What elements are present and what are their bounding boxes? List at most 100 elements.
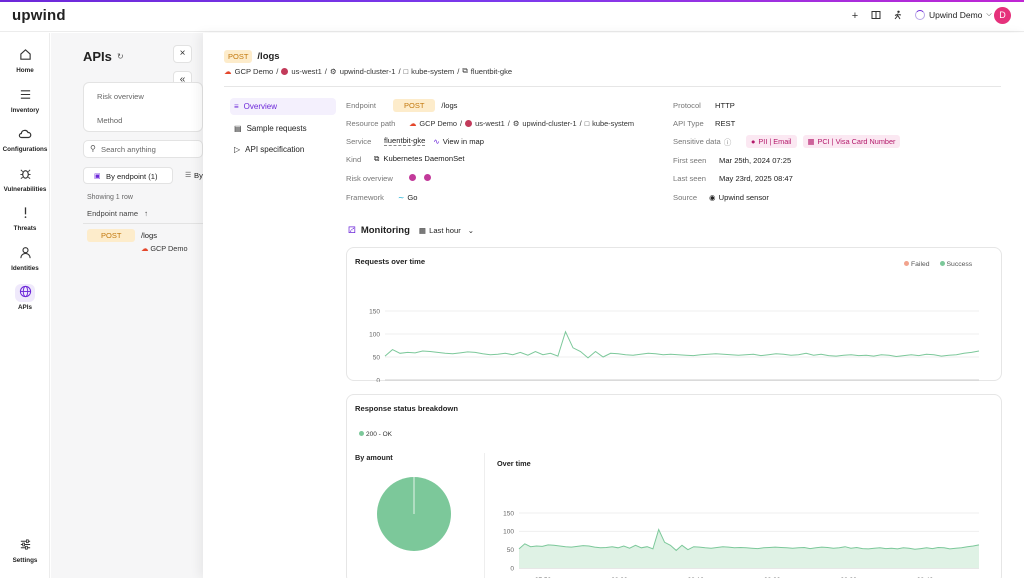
top-bar: upwind + Upwind Demo ⌵ D [0, 0, 1024, 32]
path-item[interactable]: us-west1 [475, 119, 505, 128]
framework-value: ∼ Go [398, 193, 418, 202]
breadcrumb-item[interactable]: upwind-cluster-1 [339, 66, 396, 76]
home-icon [19, 49, 31, 60]
sensitive-data-label: Sensitive data ⓘ [673, 137, 731, 148]
document-icon: ▤ [234, 124, 242, 133]
filter-risk-overview[interactable]: Risk overview [97, 92, 144, 101]
walking-person-icon[interactable] [892, 10, 904, 22]
y-tick-label: 100 [503, 529, 514, 536]
user-avatar[interactable]: D [994, 7, 1011, 24]
gcp-icon: ☁ [409, 119, 417, 128]
breadcrumb-item[interactable]: GCP Demo [234, 66, 274, 76]
tag-label: PII | Email [758, 137, 792, 146]
divider [83, 223, 203, 224]
first-seen-label: First seen [673, 156, 707, 165]
close-icon[interactable]: × [173, 45, 192, 63]
plus-icon[interactable]: + [851, 10, 859, 22]
y-tick-label: 150 [503, 510, 514, 517]
time-range-select[interactable]: ▦ Last hour ⌄ [419, 226, 474, 235]
path-item[interactable]: kube-system [592, 119, 635, 128]
path-separator: / [507, 119, 510, 128]
chevron-down-icon: ⌄ [467, 226, 475, 235]
view-in-map-link[interactable]: ∿ View in map [433, 137, 484, 146]
search-input[interactable]: ⚲ Search anything [83, 140, 203, 158]
api-type-label: API Type [673, 119, 704, 128]
tab-by-endpoint[interactable]: ▣ By endpoint (1) [83, 167, 173, 184]
flag-icon [281, 67, 289, 75]
sidebar-item-label: Home [16, 67, 34, 74]
endpoint-tab-icon: ▣ [94, 173, 101, 180]
y-tick-label: 0 [376, 377, 380, 382]
menu-label: Sample requests [246, 124, 307, 133]
sidebar-item-home[interactable]: Home [0, 47, 50, 74]
column-header-endpoint[interactable]: Endpoint name ↑ [87, 209, 148, 218]
sidebar-item-inventory[interactable]: Inventory [0, 87, 50, 114]
sort-arrow-icon: ↑ [144, 209, 149, 218]
breadcrumb-separator: / [398, 66, 401, 76]
path-item[interactable]: upwind-cluster-1 [522, 119, 577, 128]
legend-item-success[interactable]: Success [939, 261, 972, 268]
table-row[interactable]: POST /logs ☁ GCP Demo [87, 229, 203, 257]
spec-icon: ▷ [234, 145, 241, 154]
breadcrumb-item[interactable]: kube-system [411, 66, 455, 76]
chevron-down-icon: ⌵ [986, 11, 992, 18]
by-amount-title: By amount [355, 453, 393, 462]
sidebar-item-threats[interactable]: Threats [0, 205, 50, 232]
chart-title: Response status breakdown [355, 404, 458, 413]
info-icon[interactable]: ⓘ [723, 138, 732, 147]
sidebar-item-label: Settings [12, 557, 38, 564]
bug-risk-icon[interactable] [424, 174, 431, 181]
filter-method[interactable]: Method [97, 116, 123, 125]
sidebar-item-label: APIs [18, 304, 32, 311]
book-icon[interactable] [870, 10, 882, 22]
person-icon: ● [751, 137, 756, 146]
legend-item-200[interactable]: 200 - OK [359, 431, 392, 438]
legend-item-failed[interactable]: Failed [904, 261, 930, 268]
time-range-value: Last hour [429, 226, 461, 235]
sidebar-item-vulnerabilities[interactable]: Vulnerabilities [0, 166, 50, 193]
sidebar-item-label: Threats [13, 225, 37, 232]
bug-icon [19, 169, 31, 179]
sidebar-item-identities[interactable]: Identities [0, 245, 50, 272]
refresh-icon[interactable]: ↻ [117, 52, 124, 61]
detail-title: /logs [257, 51, 280, 62]
menu-overview[interactable]: ≡ Overview [230, 98, 336, 115]
endpoint-path: /logs [141, 231, 158, 240]
search-placeholder: Search anything [101, 145, 156, 154]
method-badge: POST [224, 50, 253, 63]
menu-sample-requests[interactable]: ▤ Sample requests [230, 120, 336, 137]
menu-api-specification[interactable]: ▷ API specification [230, 141, 336, 158]
org-switcher[interactable]: Upwind Demo ⌵ [915, 10, 992, 20]
over-time-title: Over time [497, 459, 531, 468]
service-link[interactable]: fluentbit-gke [384, 136, 426, 146]
breadcrumb-separator: / [457, 66, 460, 76]
namespace-icon: □ [584, 119, 590, 128]
pii-tag[interactable]: ● PII | Email [746, 135, 797, 148]
top-accent-line [0, 0, 1024, 2]
breadcrumb-item[interactable]: us-west1 [291, 66, 322, 76]
pci-tag[interactable]: ▦ PCI | Visa Card Number [802, 135, 901, 148]
risk-indicator-icon[interactable] [409, 174, 416, 181]
sidebar-item-settings[interactable]: Settings [0, 537, 50, 564]
path-item[interactable]: GCP Demo [419, 119, 458, 128]
risk-overview-icons [409, 174, 431, 181]
source-label: Source [673, 193, 698, 202]
breadcrumb-item[interactable]: fluentbit-gke [470, 66, 513, 76]
tag-label: PCI | Visa Card Number [817, 137, 896, 146]
risk-overview-label: Risk overview [346, 174, 393, 183]
y-tick-label: 0 [510, 565, 514, 572]
framework-label: Framework [346, 193, 384, 202]
detail-header: POST /logs [224, 50, 280, 63]
sidebar-item-configurations[interactable]: Configurations [0, 126, 50, 153]
layers-icon: ☰ [185, 172, 192, 179]
filter-box: Risk overview Method [83, 82, 203, 132]
tab-by-other[interactable]: ☰ By [173, 167, 203, 184]
source-text: Upwind sensor [718, 193, 769, 202]
calendar-icon: ▦ [418, 226, 427, 235]
source-value: ◉ Upwind sensor [709, 193, 769, 202]
menu-label: Overview [243, 102, 278, 111]
sidebar-item-apis[interactable]: APIs [0, 284, 50, 311]
upwind-logo[interactable]: upwind [12, 7, 66, 24]
resource-path-value: ☁ GCP Demo / us-west1/ ⚙ upwind-cluster-1… [409, 119, 634, 128]
response-status-card: Response status breakdown 200 - OK By am… [346, 394, 1002, 578]
